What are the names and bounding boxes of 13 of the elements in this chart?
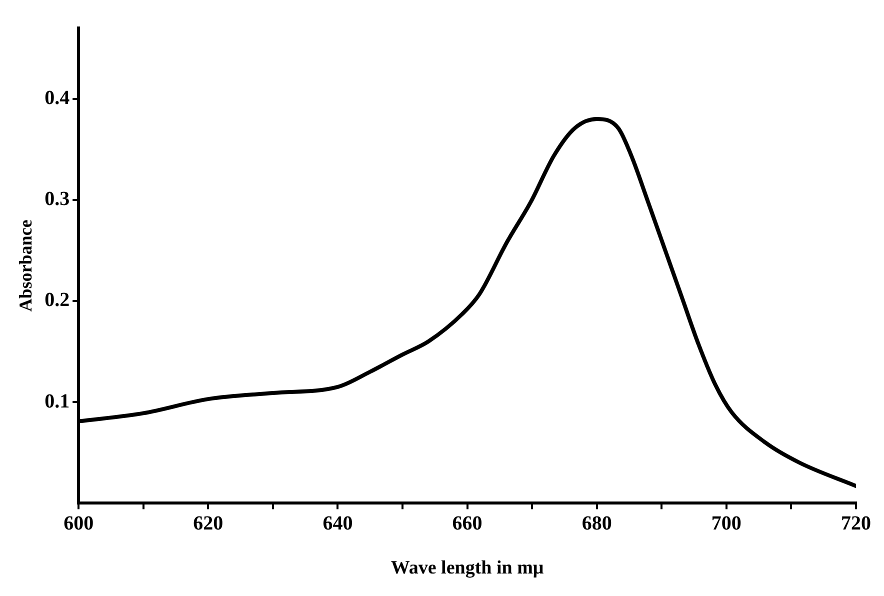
x-tick-label: 720 — [841, 512, 871, 534]
x-tick-label: 700 — [711, 512, 742, 534]
x-tick-label: 680 — [582, 512, 612, 534]
y-tick-label: 0.4 — [44, 86, 70, 109]
y-tick-label: 0.2 — [44, 289, 70, 312]
x-tick-label: 640 — [322, 512, 353, 534]
x-tick-label: 660 — [452, 512, 482, 534]
x-axis-title: Wave length in mμ — [390, 558, 544, 579]
y-tick-label: 0.1 — [44, 390, 70, 412]
x-tick-label: 600 — [64, 512, 94, 534]
y-axis-title: Absorbance — [15, 220, 36, 312]
x-tick-label: 620 — [193, 512, 224, 534]
y-tick-label: 0.3 — [44, 188, 70, 210]
